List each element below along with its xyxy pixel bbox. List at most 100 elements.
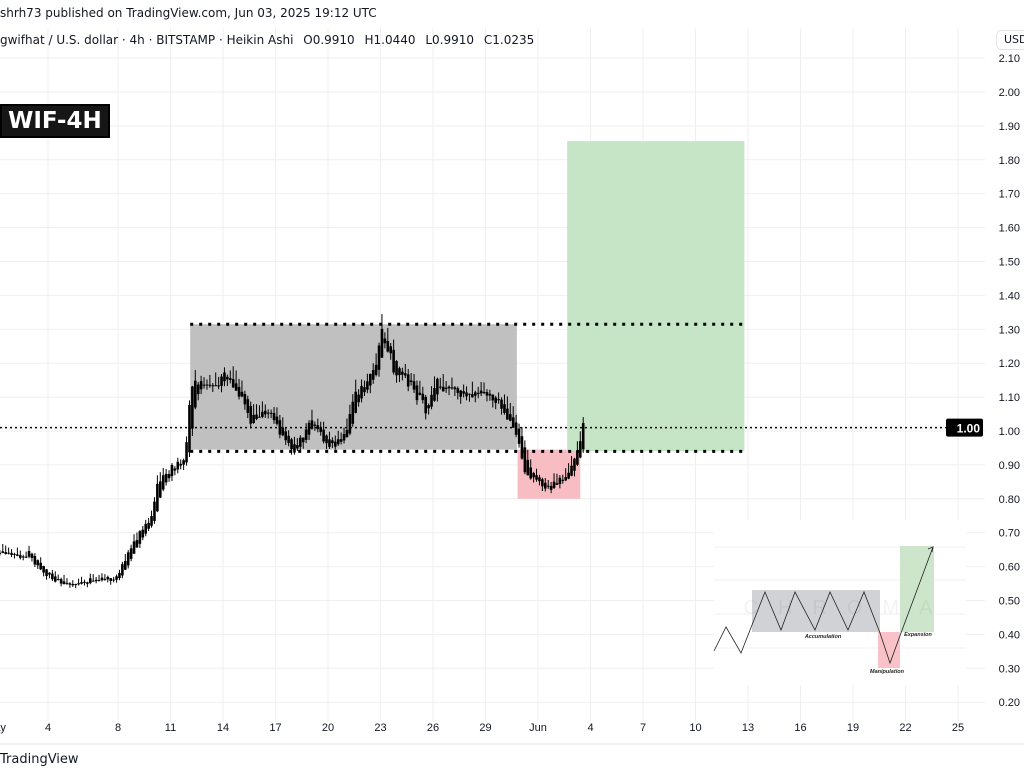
candle-body (564, 477, 568, 481)
candle-body (576, 450, 579, 465)
candle-body (520, 436, 524, 459)
candle-body (243, 394, 247, 405)
candle-body (447, 386, 451, 389)
candle-body (100, 577, 104, 581)
candle-body (220, 376, 223, 386)
tradingview-logo[interactable]: TradingView (0, 752, 79, 767)
candle-body (436, 378, 439, 395)
candle-body (377, 345, 381, 370)
candle-body (581, 423, 585, 450)
candle-body (191, 386, 194, 429)
price-axis[interactable]: 2.10 2.00 1.90 1.80 1.70 1.60 1.50 1.40 1.30 1.20… (946, 53, 1020, 709)
candle-body (231, 379, 235, 388)
candle-body (56, 579, 60, 581)
candle-body (444, 387, 448, 390)
candle-body (316, 425, 320, 430)
candle-body (88, 578, 92, 584)
candle-body (263, 410, 267, 415)
candle-body (287, 435, 290, 443)
candle-body (97, 579, 101, 581)
candle-body (354, 391, 358, 413)
candle-body (331, 440, 334, 444)
candle-body (333, 441, 337, 447)
candle-body (459, 390, 463, 397)
x-tick-label: 10 (689, 722, 701, 734)
candle-body (325, 435, 328, 444)
candle-body (255, 414, 258, 419)
candle-body (217, 385, 220, 387)
candle-body (339, 439, 343, 442)
candle-body (552, 481, 556, 488)
symbol-legend: gwifhat / U.S. dollar · 4h · BITSTAMP · … (0, 33, 540, 47)
candle-body (511, 417, 515, 428)
candle-body (298, 437, 302, 447)
candle-body (36, 560, 40, 566)
candle-body (188, 404, 191, 453)
inset-arrow-icon (927, 546, 934, 553)
candle-body (561, 479, 565, 481)
candle-body (412, 381, 416, 390)
candle-body (176, 461, 180, 470)
candle-body (62, 581, 66, 585)
candle-body (74, 584, 78, 586)
candle-body (471, 394, 474, 398)
candle-body (456, 388, 460, 393)
candle-body (304, 429, 308, 440)
ohlc-close: C1.0235 (483, 33, 535, 47)
x-tick-label: 4 (587, 722, 593, 734)
candle-body (223, 372, 226, 382)
candle-body (252, 414, 255, 423)
candle-body (476, 392, 480, 395)
y-tick-label: 0.80 (999, 494, 1020, 506)
inset-manipulation-box (878, 632, 900, 668)
candle-body (16, 554, 19, 556)
candle-body (395, 361, 398, 376)
candle-body (441, 386, 445, 392)
candle-body (383, 338, 387, 344)
chart-tag: WIF-4H (0, 104, 110, 138)
candle-body (450, 387, 454, 389)
candle-body (514, 422, 518, 435)
candle-body (284, 431, 288, 441)
candle-body (348, 414, 352, 434)
candle-body (351, 401, 355, 424)
candle-body (196, 384, 200, 395)
candle-body (65, 582, 69, 584)
time-axis[interactable]: May 4 8 11 14 17 20 23 26 29 Jun 4 7 10 13 16 19 22 25 (0, 722, 964, 734)
x-tick-label: 13 (742, 722, 754, 734)
candle-body (328, 439, 331, 447)
candle-body (118, 572, 121, 579)
candle-body (18, 555, 22, 558)
candle-body (296, 445, 299, 449)
candle-body (342, 433, 346, 441)
candle-body (199, 381, 203, 390)
candle-body (59, 579, 63, 584)
candle-body (147, 522, 150, 529)
candle-body (424, 396, 428, 414)
x-tick-label: 14 (217, 722, 229, 734)
x-tick-label: 16 (794, 722, 806, 734)
candle-body (310, 420, 314, 429)
candle-body (109, 578, 113, 581)
zones (190, 141, 745, 499)
candle-body (401, 371, 404, 375)
candle-body (374, 364, 378, 375)
ohlc-low: L0.9910 (425, 33, 475, 47)
y-tick-label: 0.20 (999, 697, 1020, 709)
candles (0, 314, 585, 589)
candle-body (68, 583, 72, 585)
candle-body (409, 380, 413, 383)
candle-body (211, 385, 215, 387)
currency-button[interactable]: USD (996, 30, 1024, 50)
candle-body (368, 373, 372, 386)
candle-body (319, 427, 323, 433)
candle-body (500, 399, 503, 409)
inset-price-path (713, 546, 934, 665)
candle-body (479, 390, 483, 394)
candle-body (193, 380, 197, 408)
candle-body (21, 556, 25, 558)
candle-body (462, 391, 465, 394)
candle-body (427, 405, 430, 409)
candle-body (508, 414, 512, 421)
